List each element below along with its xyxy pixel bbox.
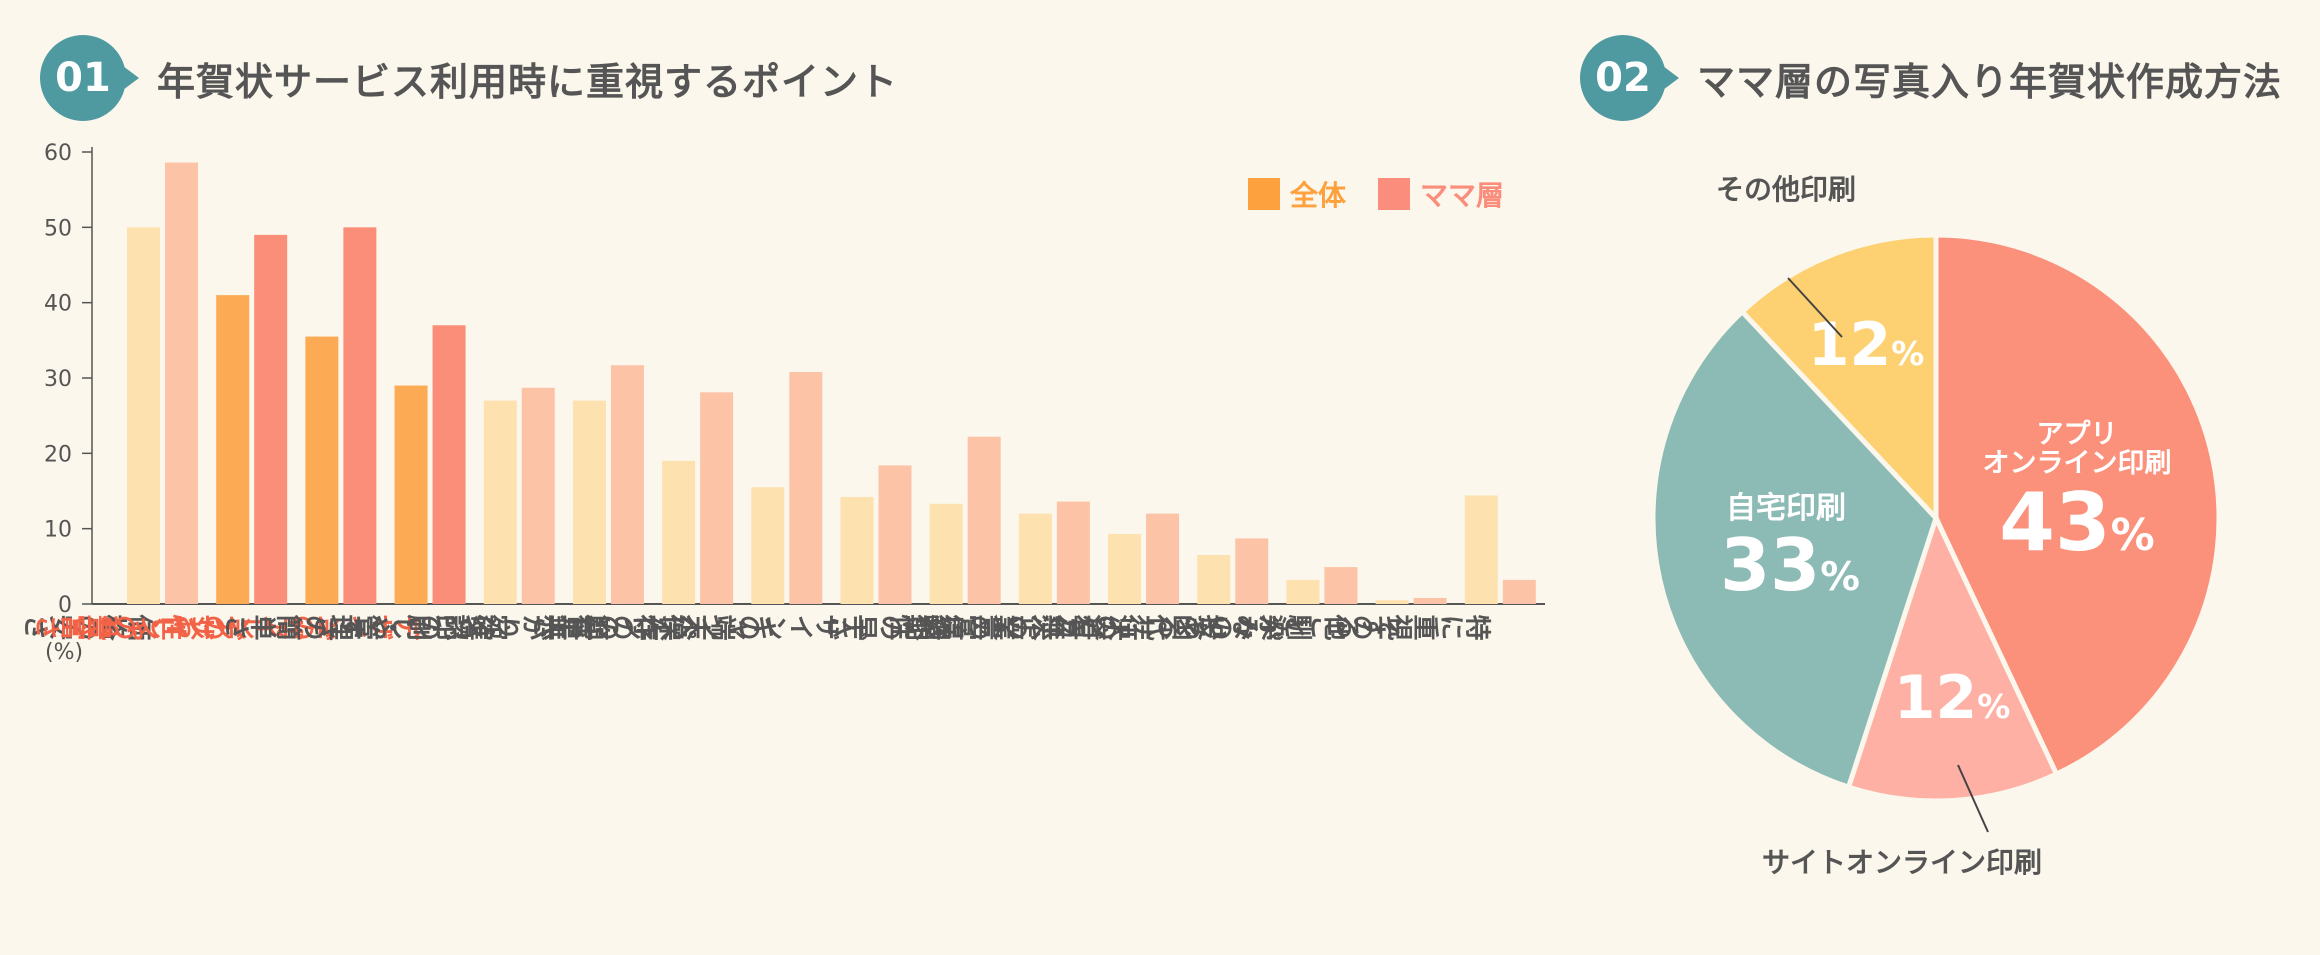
section-02-title: ママ層の写真入り年賀状作成方法 (1697, 59, 2283, 104)
badge-arrow-icon (1663, 66, 1679, 90)
bar-chart: 0102030405060(%)価格の安さデザインの豊富さデザインのおしゃれさデ… (24, 141, 1545, 665)
y-tick-label: 10 (44, 518, 72, 543)
bar (1413, 597, 1447, 604)
bar (216, 295, 250, 604)
category-label: デザインの豊富さ (35, 610, 243, 640)
legend-label-all: 全体 (1289, 179, 1347, 212)
external-slice-label: サイトオンライン印刷 (1762, 846, 2042, 879)
category-label: 特に重視することがない (1205, 610, 1492, 640)
bar (1108, 533, 1142, 604)
bar (521, 387, 555, 604)
y-tick-label: 0 (58, 593, 72, 618)
section-01-header: 01 年賀状サービス利用時に重視するポイント (40, 35, 898, 121)
section-02-header: 02 ママ層の写真入り年賀状作成方法 (1580, 35, 2282, 121)
category-label: 仕上がり確認のしやすさ (313, 610, 599, 641)
pie-slice (1738, 232, 1939, 525)
section-number-badge: 01 (40, 35, 126, 121)
bar (1146, 513, 1180, 604)
bar (432, 325, 466, 604)
legend-label-mama: ママ層 (1420, 179, 1504, 212)
legend-swatch-all (1248, 178, 1280, 210)
bar (967, 436, 1001, 604)
bar (1324, 567, 1358, 604)
bar (1018, 513, 1052, 604)
y-tick-label: 50 (44, 216, 72, 241)
pie-slice (1650, 308, 1939, 791)
category-label: デザインのアレンジ性 (161, 610, 421, 640)
y-tick-label: 30 (44, 367, 72, 392)
bar (610, 365, 644, 604)
bar (700, 392, 734, 604)
y-tick-label: 60 (44, 141, 72, 166)
bar (127, 227, 160, 605)
slice-name-label: アプリ (2037, 419, 2118, 450)
category-label: 操作の簡単さ (533, 610, 689, 640)
bar (483, 400, 517, 604)
pie-slice (1933, 232, 2222, 778)
y-tick-label: 20 (44, 442, 72, 467)
bar (840, 497, 874, 604)
bar (305, 336, 339, 604)
category-label: 企業の信頼性 (889, 610, 1046, 640)
slice-percent-label: 12% (1894, 663, 2011, 733)
bar (751, 487, 785, 604)
bar (1286, 579, 1320, 604)
leader-line (1787, 277, 1843, 338)
bar (1197, 555, 1231, 604)
bar (394, 385, 428, 604)
category-label: キャンペーンの有無 (543, 610, 778, 640)
section-01-title: 年賀状サービス利用時に重視するポイント (157, 59, 899, 104)
bar (1464, 495, 1498, 604)
bar (878, 465, 912, 604)
slice-name-label: オンライン印刷 (1983, 448, 2172, 479)
category-label: デザインの端末保存 (633, 610, 867, 641)
slice-name-label: 自宅印刷 (1726, 491, 1846, 526)
pie-slice (1845, 511, 2060, 804)
legend-swatch-mama (1378, 178, 1410, 210)
y-axis-unit-label: (%) (45, 640, 83, 665)
category-label: デザインのおしゃれさ (72, 610, 332, 640)
bar (662, 460, 696, 604)
leader-line (1957, 764, 1989, 833)
category-label: 投函代行の有無 (1041, 610, 1224, 641)
bar (165, 162, 198, 604)
slice-percent-label: 33% (1720, 523, 1860, 607)
section-number-badge: 02 (1580, 35, 1666, 121)
slice-percent-label: 43% (1999, 476, 2154, 569)
bar (1235, 538, 1269, 604)
bar (254, 234, 288, 604)
category-label: 宛名印刷・管理の簡単さ (224, 610, 511, 640)
category-label: 価格の安さ (24, 610, 154, 641)
bar (1375, 600, 1409, 604)
category-label: 納期の早さ (826, 610, 957, 640)
bar (343, 227, 377, 605)
bar (929, 503, 963, 604)
category-label: 馴染みのあるサービス (1053, 610, 1313, 640)
bar (1056, 501, 1090, 604)
badge-arrow-icon (123, 66, 139, 90)
bar (789, 371, 823, 604)
bar (1502, 579, 1536, 604)
category-label: 決済方法の豊富さ (927, 610, 1135, 640)
y-tick-label: 40 (44, 292, 72, 317)
category-label: その他 (1324, 610, 1402, 641)
bar (572, 400, 606, 604)
external-slice-label: その他印刷 (1716, 173, 1856, 206)
slice-percent-label: 12% (1808, 310, 1925, 380)
